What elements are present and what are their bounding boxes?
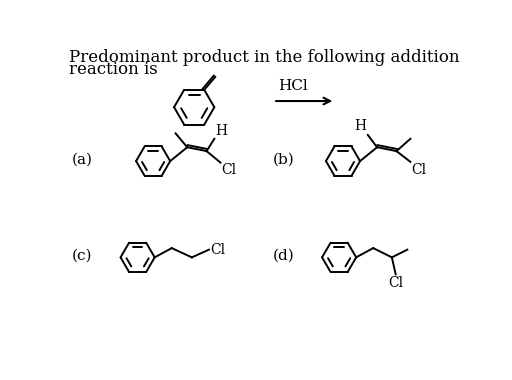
Text: (b): (b): [273, 152, 295, 166]
Text: (a): (a): [72, 152, 93, 166]
Text: (d): (d): [273, 249, 295, 263]
Text: Cl: Cl: [411, 163, 426, 177]
Text: H: H: [354, 119, 366, 133]
Text: reaction is: reaction is: [69, 61, 157, 78]
Text: Cl: Cl: [221, 163, 237, 177]
Text: (c): (c): [72, 249, 92, 263]
Text: HCl: HCl: [278, 79, 308, 93]
Text: Predominant product in the following addition: Predominant product in the following add…: [69, 49, 459, 66]
Text: Cl: Cl: [388, 276, 403, 290]
Text: Cl: Cl: [210, 243, 226, 256]
Text: H: H: [215, 124, 227, 138]
